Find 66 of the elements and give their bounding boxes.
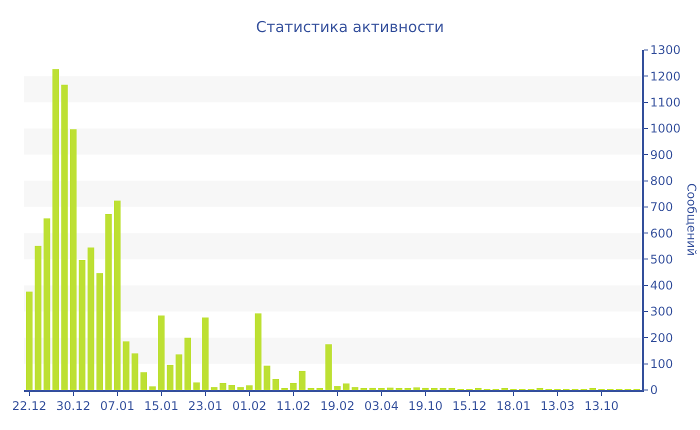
x-tick-label: 11.02 bbox=[276, 399, 311, 414]
bar bbox=[132, 353, 138, 390]
bar bbox=[334, 386, 341, 390]
bar bbox=[264, 366, 270, 390]
bar bbox=[272, 379, 280, 390]
x-tick-label: 01.02 bbox=[232, 399, 267, 414]
x-tick-label: 22.12 bbox=[12, 399, 46, 414]
y-tick-label: 1000 bbox=[650, 122, 681, 136]
bar bbox=[352, 387, 358, 390]
y-tick-label: 500 bbox=[650, 252, 674, 266]
bar bbox=[78, 260, 86, 390]
y-tick-label: 200 bbox=[650, 330, 674, 345]
bar bbox=[290, 382, 297, 390]
chart-title: Статистика активности bbox=[256, 18, 444, 36]
bar bbox=[202, 318, 209, 390]
y-tick-label: 0 bbox=[650, 383, 658, 398]
y-tick-label: 1100 bbox=[650, 96, 681, 110]
bar bbox=[26, 292, 33, 390]
x-tick-label: 07.01 bbox=[100, 399, 134, 414]
bar bbox=[246, 385, 253, 390]
bar bbox=[105, 214, 112, 390]
bar bbox=[298, 370, 306, 390]
bar bbox=[122, 341, 130, 390]
bar bbox=[228, 385, 236, 390]
x-tick-label: 19.10 bbox=[408, 399, 443, 414]
y-tick-label: 700 bbox=[650, 200, 674, 214]
x-tick-label: 13.03 bbox=[540, 399, 575, 414]
y-axis-title: Сообщений bbox=[684, 183, 699, 256]
bar bbox=[413, 387, 420, 390]
bar bbox=[61, 84, 68, 390]
bar bbox=[88, 247, 94, 390]
x-tick-label: 30.12 bbox=[56, 399, 90, 414]
y-tick-label: 800 bbox=[650, 174, 674, 188]
x-tick-label: 13.10 bbox=[584, 399, 619, 414]
y-tick-label: 400 bbox=[650, 278, 674, 293]
x-tick-label: 23.01 bbox=[188, 399, 223, 414]
x-tick-label: 19.02 bbox=[320, 399, 355, 414]
x-tick-label: 15.12 bbox=[452, 399, 487, 414]
bar bbox=[96, 273, 104, 390]
bar bbox=[44, 218, 50, 390]
bar bbox=[237, 387, 244, 390]
bar bbox=[176, 354, 182, 390]
y-tick-label: 100 bbox=[650, 357, 674, 372]
bar bbox=[184, 338, 192, 390]
bar bbox=[166, 364, 174, 390]
bar bbox=[210, 387, 218, 390]
y-tick-label: 900 bbox=[650, 148, 674, 162]
bar bbox=[325, 344, 332, 390]
bar bbox=[149, 386, 156, 390]
x-tick-label: 18.01 bbox=[496, 399, 531, 414]
x-tick-label: 03.04 bbox=[364, 399, 399, 414]
bar bbox=[342, 383, 350, 390]
x-tick-label: 15.01 bbox=[144, 399, 179, 414]
bar bbox=[193, 382, 200, 390]
bar bbox=[114, 200, 121, 390]
bar bbox=[52, 69, 59, 390]
y-tick-label: 1300 bbox=[650, 43, 681, 58]
bar bbox=[254, 313, 262, 390]
bar bbox=[70, 129, 77, 390]
bar bbox=[140, 372, 148, 390]
bar bbox=[220, 382, 226, 390]
y-tick-label: 1200 bbox=[650, 69, 681, 84]
y-tick-label: 600 bbox=[650, 226, 674, 240]
y-tick-label: 300 bbox=[650, 304, 674, 319]
bar bbox=[158, 315, 165, 390]
bar bbox=[34, 246, 42, 390]
